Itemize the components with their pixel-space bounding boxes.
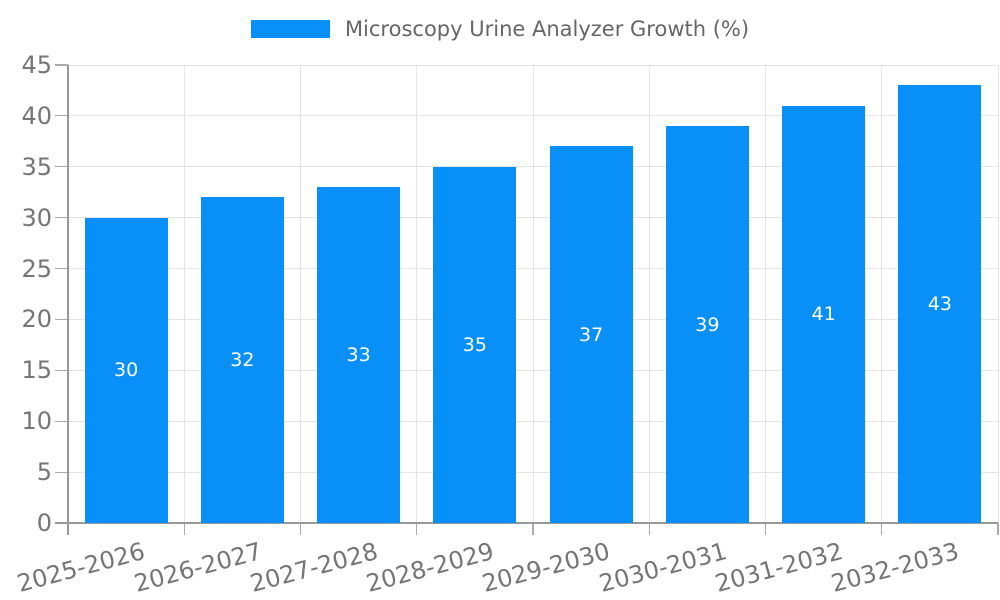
gridline-vertical bbox=[416, 65, 418, 523]
y-axis-tick bbox=[55, 64, 68, 66]
legend: Microscopy Urine Analyzer Growth (%) bbox=[0, 16, 1000, 42]
bar[interactable]: 37 bbox=[549, 146, 633, 523]
y-axis-tick-label: 30 bbox=[21, 203, 52, 232]
bar-value-label: 32 bbox=[230, 349, 255, 372]
gridline-vertical bbox=[881, 65, 883, 523]
y-axis-tick-label: 0 bbox=[36, 509, 52, 537]
x-axis-tick bbox=[183, 523, 185, 535]
bar[interactable]: 39 bbox=[665, 126, 749, 523]
y-axis-line bbox=[67, 65, 69, 535]
x-axis-tick-label: 2026-2027 bbox=[130, 537, 265, 598]
y-axis-tick bbox=[55, 166, 68, 168]
bar[interactable]: 32 bbox=[200, 197, 284, 523]
y-axis-tick-label: 25 bbox=[21, 254, 52, 283]
y-axis-tick-label: 40 bbox=[21, 101, 52, 130]
y-axis-tick bbox=[55, 267, 68, 270]
gridline-vertical bbox=[765, 65, 766, 523]
bar-value-label: 33 bbox=[346, 344, 371, 367]
x-axis-tick bbox=[532, 523, 534, 535]
x-axis-tick bbox=[648, 523, 650, 535]
bar-value-label: 37 bbox=[579, 323, 604, 346]
gridline-vertical bbox=[648, 65, 650, 523]
bar-value-label: 41 bbox=[811, 303, 836, 326]
legend-item[interactable]: Microscopy Urine Analyzer Growth (%) bbox=[250, 16, 750, 42]
y-axis-tick bbox=[55, 420, 68, 422]
bar[interactable]: 30 bbox=[84, 217, 168, 523]
gridline-vertical bbox=[183, 65, 185, 523]
bar[interactable]: 35 bbox=[433, 166, 517, 523]
x-axis-tick-label: 2029-2030 bbox=[479, 537, 614, 598]
x-axis-tick-label: 2025-2026 bbox=[14, 537, 149, 598]
bar-value-label: 43 bbox=[927, 293, 952, 316]
y-axis-tick bbox=[55, 369, 68, 371]
gridline-vertical bbox=[300, 65, 301, 523]
y-axis-tick bbox=[55, 471, 68, 473]
x-axis-line bbox=[55, 522, 998, 524]
x-axis-tick-label: 2032-2033 bbox=[828, 537, 962, 598]
y-axis-tick-label: 10 bbox=[21, 407, 52, 436]
gridline-vertical bbox=[997, 65, 999, 523]
y-axis-tick-label: 15 bbox=[21, 356, 52, 385]
x-axis-tick bbox=[299, 523, 302, 535]
x-axis-tick-label: 2030-2031 bbox=[595, 537, 730, 598]
gridline-vertical bbox=[532, 65, 534, 523]
bar[interactable]: 33 bbox=[317, 187, 401, 523]
y-axis-tick bbox=[55, 318, 68, 321]
y-axis-tick bbox=[55, 217, 68, 219]
y-axis-tick-label: 5 bbox=[36, 458, 52, 487]
legend-swatch bbox=[250, 20, 330, 38]
x-axis-tick bbox=[881, 523, 883, 535]
y-axis-tick-label: 35 bbox=[21, 152, 52, 181]
bar[interactable]: 41 bbox=[782, 105, 866, 523]
x-axis-tick-label: 2031-2032 bbox=[711, 537, 846, 598]
y-axis-tick-label: 20 bbox=[21, 305, 52, 334]
bar-value-label: 30 bbox=[114, 359, 139, 382]
y-axis-tick-label: 45 bbox=[21, 51, 52, 79]
x-axis-tick bbox=[764, 523, 767, 535]
x-axis-tick bbox=[416, 523, 418, 535]
x-axis-tick bbox=[997, 523, 999, 535]
x-axis-tick-label: 2027-2028 bbox=[246, 537, 381, 598]
bar-value-label: 39 bbox=[695, 313, 720, 336]
y-axis-tick bbox=[55, 115, 68, 117]
x-axis-tick-label: 2028-2029 bbox=[363, 537, 497, 598]
legend-label: Microscopy Urine Analyzer Growth (%) bbox=[344, 17, 750, 41]
bar-value-label: 35 bbox=[462, 333, 487, 356]
bar[interactable]: 43 bbox=[898, 85, 982, 523]
